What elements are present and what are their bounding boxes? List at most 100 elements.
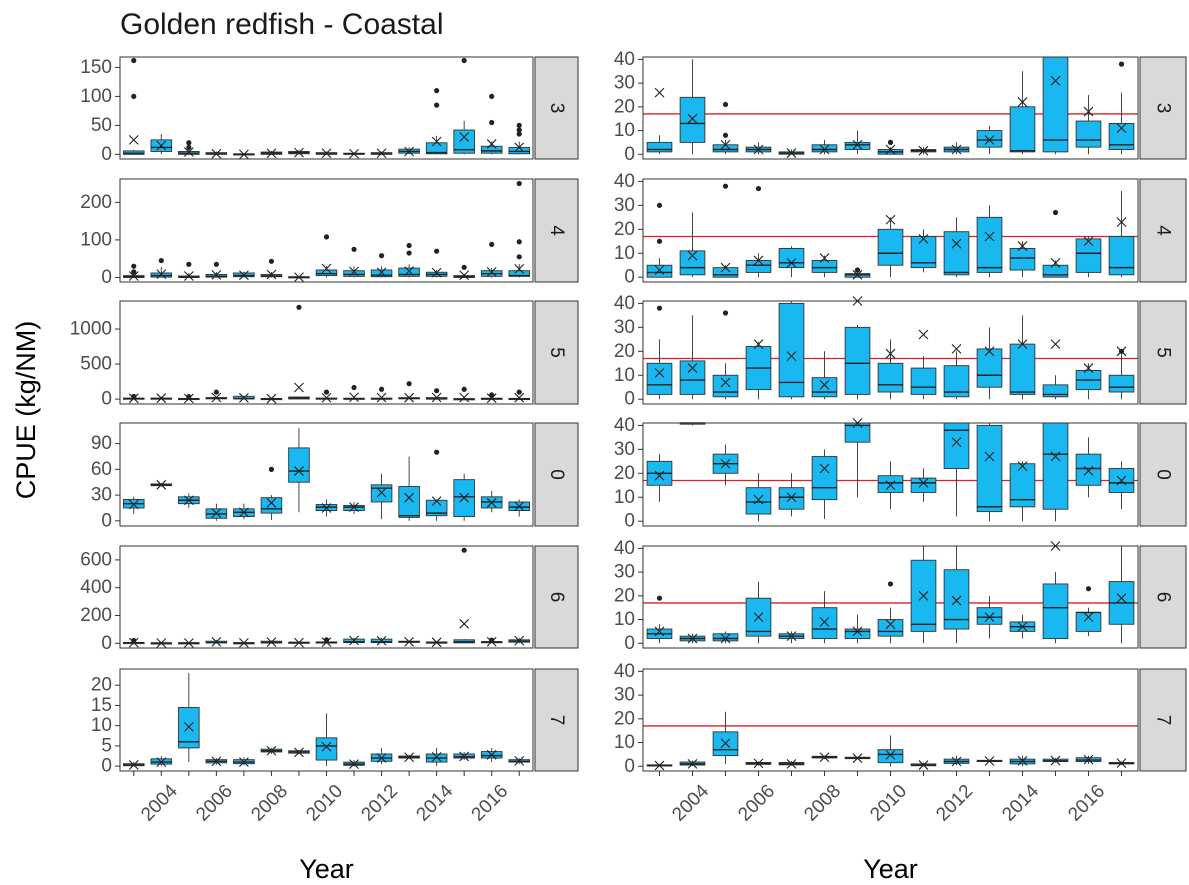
box-2016 <box>1075 437 1102 498</box>
outlier-point <box>131 263 137 269</box>
facet-strip <box>534 300 579 405</box>
y-tick-label: 0 <box>624 633 635 654</box>
box-iqr <box>480 145 503 154</box>
x-tick-label: 2008 <box>800 781 845 826</box>
box-2010 <box>877 461 904 510</box>
chart-title: Golden redfish - Coastal <box>120 8 444 41</box>
mean-marker <box>404 636 414 647</box>
box-2009 <box>844 753 871 764</box>
x-axis-title: Year <box>299 854 354 884</box>
outlier-point <box>516 122 522 128</box>
y-tick-label: 0 <box>624 144 635 165</box>
box-2013 <box>976 327 1003 400</box>
box-2008 <box>260 466 283 520</box>
x-tick-label: 2006 <box>192 781 237 826</box>
box-iqr <box>778 487 805 510</box>
box-2003 <box>122 393 145 404</box>
box-iqr <box>1009 106 1036 153</box>
panel-border <box>119 300 534 405</box>
mean-marker <box>376 753 387 763</box>
mean-marker <box>852 139 863 150</box>
facet-strip <box>534 422 579 527</box>
box-2006 <box>745 339 772 400</box>
panel-background <box>120 301 533 404</box>
y-tick-label: 200 <box>80 605 112 626</box>
box-2003 <box>646 760 673 771</box>
y-tick-label: 10 <box>614 365 635 386</box>
mean-marker <box>720 377 731 388</box>
box-iqr <box>811 377 838 398</box>
box-2012 <box>370 148 393 159</box>
mean-marker <box>266 497 277 508</box>
mean-marker <box>1017 97 1028 107</box>
box-2007 <box>233 757 255 767</box>
box-2005 <box>178 140 200 157</box>
mean-marker <box>156 140 167 151</box>
mean-marker <box>885 214 896 225</box>
panel-border <box>642 56 1139 160</box>
mean-marker <box>294 637 304 648</box>
mean-marker <box>294 382 304 393</box>
box-2011 <box>910 229 937 273</box>
panel-right-0: 0 0 10 20 30 40 <box>614 415 1187 532</box>
mean-marker <box>984 756 995 766</box>
x-tick-label: 2004 <box>137 780 182 825</box>
box-iqr <box>877 362 904 393</box>
y-tick-label: 30 <box>614 439 635 460</box>
box-2014 <box>425 248 448 278</box>
panel-left-4: 4 0 100 200 <box>80 178 579 288</box>
box-2017 <box>1108 190 1135 278</box>
box-iqr <box>976 216 1003 273</box>
mean-marker <box>156 757 167 767</box>
outlier-point <box>516 239 522 245</box>
box-iqr <box>877 228 904 266</box>
box-iqr <box>943 231 970 276</box>
box-2017 <box>1108 346 1135 400</box>
box-2017 <box>508 635 531 646</box>
y-tick-label: 20 <box>614 219 635 240</box>
y-tick-label: 30 <box>614 195 635 216</box>
box-iqr <box>844 141 871 150</box>
mean-marker <box>349 502 359 513</box>
box-iqr <box>811 144 838 153</box>
mean-marker <box>431 751 442 762</box>
box-2004 <box>150 257 173 279</box>
box-iqr <box>844 628 871 639</box>
mean-marker <box>321 392 332 403</box>
outlier-point <box>461 264 467 270</box>
box-2015 <box>1042 56 1069 155</box>
box-iqr <box>1042 583 1069 639</box>
mean-marker <box>720 633 731 644</box>
box-2013 <box>398 752 420 763</box>
y-tick-label: 0 <box>624 389 635 410</box>
mean-marker <box>459 270 470 281</box>
box-2006 <box>745 758 772 769</box>
mean-marker <box>753 144 764 155</box>
x-tick-label: 2004 <box>668 780 713 825</box>
outlier-point <box>268 466 275 472</box>
box-iqr <box>679 250 706 276</box>
mean-marker <box>1050 257 1061 268</box>
mean-marker <box>486 749 497 760</box>
box-2004 <box>679 633 706 644</box>
y-tick-label: 10 <box>614 487 635 508</box>
y-tick-label: 90 <box>91 433 112 454</box>
box-2006 <box>205 261 228 280</box>
box-2003 <box>122 496 145 514</box>
y-tick-label: 50 <box>91 115 112 136</box>
box-iqr <box>778 248 805 269</box>
box-2010 <box>877 139 904 155</box>
box-2005 <box>178 493 200 508</box>
box-2017 <box>1108 61 1135 155</box>
box-2003 <box>646 595 673 644</box>
box-iqr <box>844 326 871 395</box>
box-iqr <box>1075 238 1102 273</box>
y-tick-label: 40 <box>614 49 635 70</box>
mean-marker <box>404 492 414 503</box>
box-2005 <box>712 631 739 644</box>
outlier-point <box>406 250 412 256</box>
y-tick-label: 10 <box>91 715 112 736</box>
box-2009 <box>288 747 310 758</box>
y-tick-label: 20 <box>614 96 635 117</box>
y-tick-label: 0 <box>101 389 112 410</box>
